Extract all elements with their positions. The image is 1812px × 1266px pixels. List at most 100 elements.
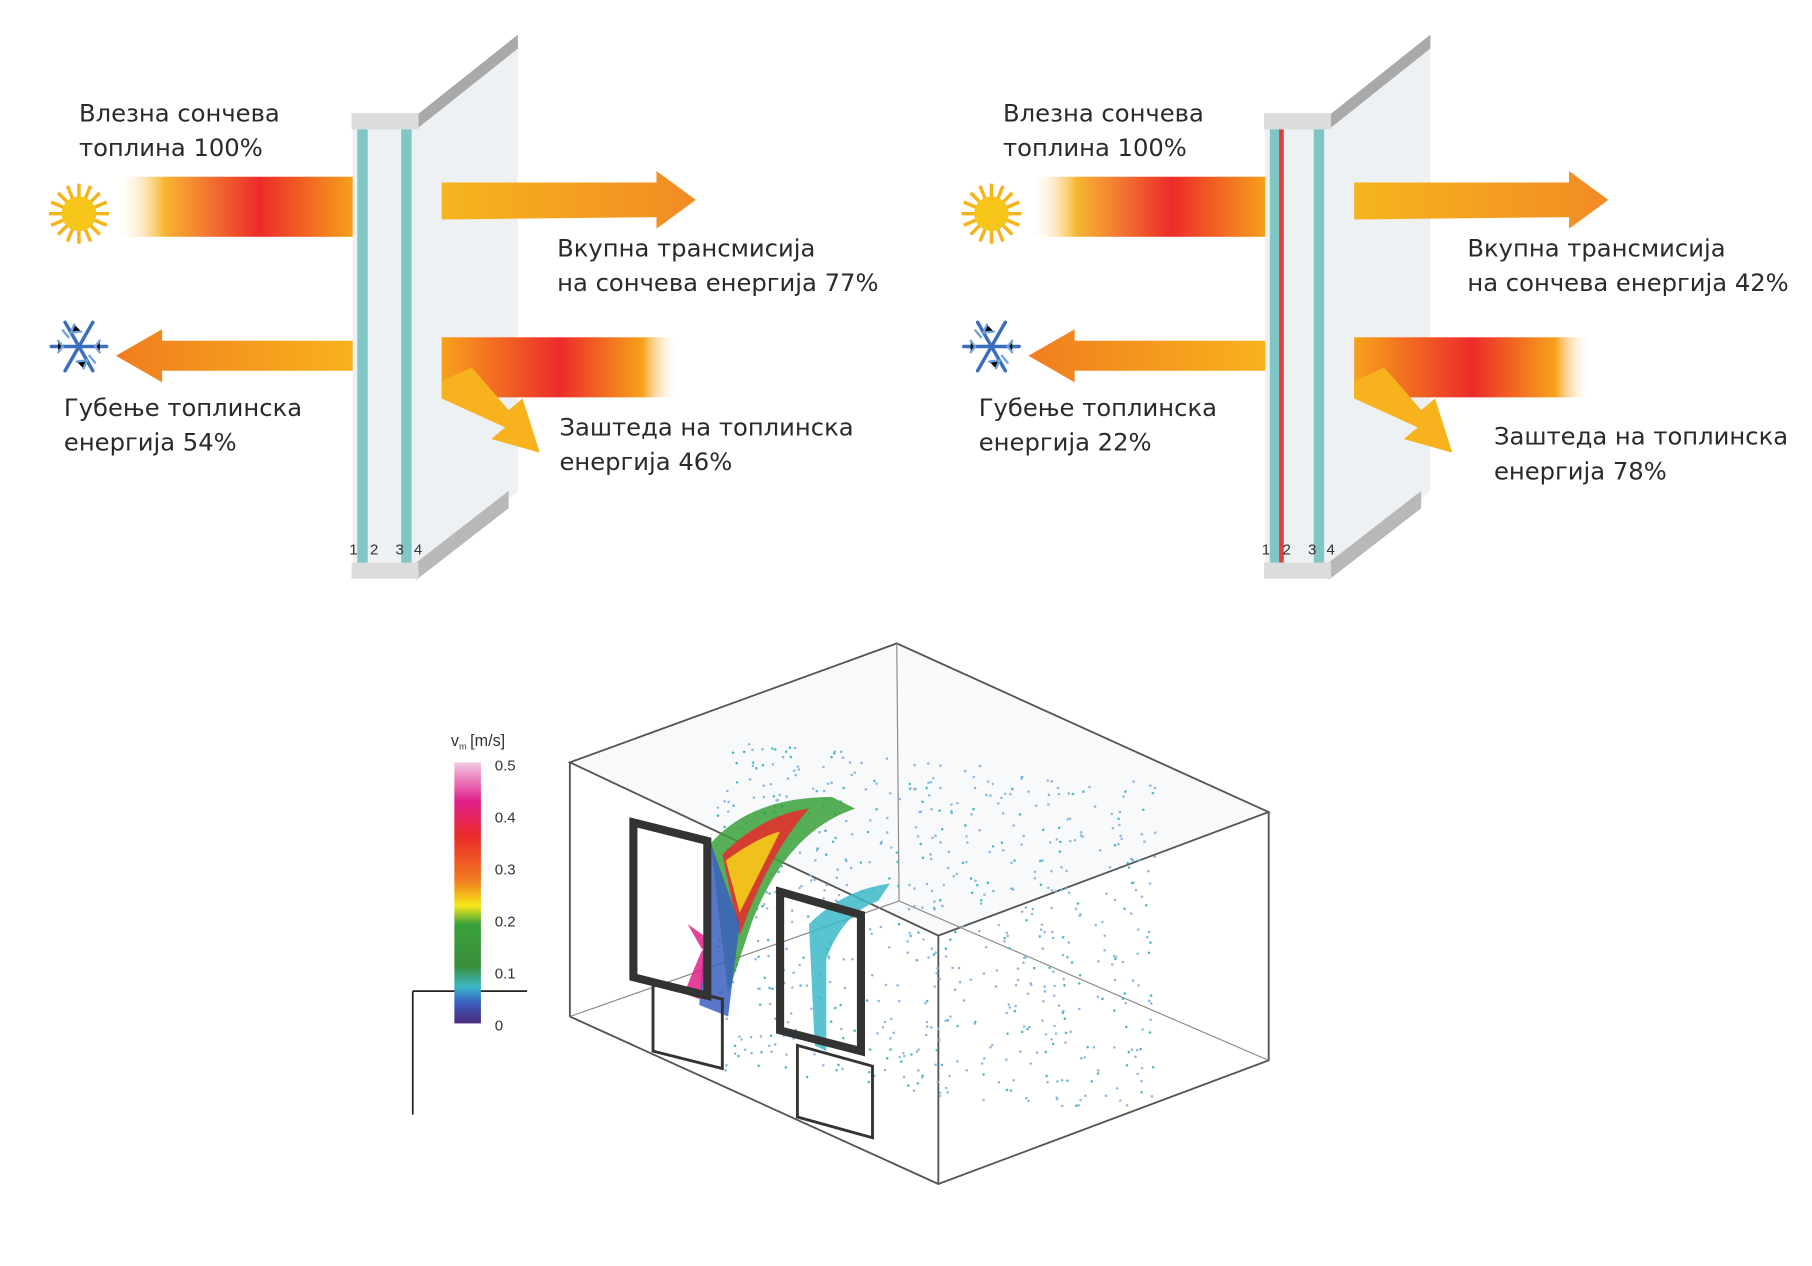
- flow-particle: [822, 897, 825, 900]
- flow-particle: [851, 957, 854, 961]
- flow-particle: [989, 1045, 992, 1049]
- incoming-heat-label: Влезна сончева: [1003, 98, 1204, 127]
- flow-particle: [777, 870, 780, 874]
- flow-particle: [951, 966, 954, 970]
- flow-particle: [917, 931, 920, 934]
- flow-particle: [840, 1027, 843, 1031]
- flow-particle: [1042, 999, 1045, 1003]
- flow-particle: [1053, 1024, 1056, 1028]
- flow-particle: [1030, 912, 1034, 916]
- heat-saving-arrow: [1354, 367, 1453, 453]
- flow-particle: [1139, 1047, 1142, 1051]
- flow-particle: [1066, 955, 1069, 959]
- flow-particle: [772, 794, 776, 798]
- flow-particle: [807, 915, 810, 918]
- flow-particle: [778, 793, 782, 797]
- flow-particle: [761, 747, 764, 751]
- flow-particle: [1117, 843, 1120, 846]
- flow-particle: [1066, 1079, 1069, 1082]
- flow-particle: [1130, 881, 1134, 885]
- flow-particle: [896, 984, 899, 987]
- flow-particle: [867, 1080, 871, 1084]
- flow-particle: [716, 806, 720, 809]
- flow-particle: [752, 796, 756, 799]
- flow-particle: [754, 957, 757, 961]
- flow-particle: [859, 861, 863, 864]
- flow-particle: [1061, 936, 1065, 939]
- incoming-heat-label: Влезна сончева: [79, 98, 280, 127]
- heat-saving-label: енергија 46%: [559, 447, 732, 476]
- flow-particle: [751, 761, 755, 764]
- flow-particle: [956, 1060, 959, 1063]
- flow-particle: [1009, 1089, 1013, 1092]
- flow-particle: [978, 828, 981, 832]
- flow-particle: [814, 859, 817, 862]
- flow-particle: [813, 1053, 816, 1056]
- flow-particle: [916, 835, 920, 838]
- flow-particle: [887, 946, 891, 949]
- flow-particle: [1050, 906, 1053, 910]
- flow-particle: [1010, 861, 1013, 865]
- spacer-top: [1264, 113, 1332, 130]
- flow-particle: [1132, 780, 1135, 783]
- flow-particle: [1078, 914, 1082, 918]
- flow-particle: [1149, 994, 1153, 997]
- flow-particle: [835, 876, 839, 880]
- flow-particle: [1049, 841, 1052, 844]
- flow-particle: [1056, 1080, 1059, 1083]
- flow-particle: [979, 899, 983, 902]
- flow-particle: [997, 1080, 1001, 1084]
- flow-particle: [1052, 970, 1055, 973]
- flow-particle: [1064, 1041, 1067, 1044]
- flow-particle: [771, 763, 775, 766]
- flow-particle: [865, 999, 869, 1002]
- flow-particle: [956, 801, 959, 805]
- flow-particle: [1115, 1087, 1119, 1090]
- flow-particle: [1007, 1003, 1011, 1006]
- legend-title: vm [m/s]: [451, 732, 505, 751]
- flow-particle: [1143, 840, 1146, 843]
- flow-particle: [845, 819, 848, 823]
- flow-particle: [823, 888, 826, 892]
- heat-loss-arrow: [115, 329, 353, 383]
- flow-particle: [1119, 1099, 1122, 1102]
- flow-particle: [965, 835, 968, 838]
- flow-particle: [970, 891, 974, 895]
- flow-particle: [765, 907, 769, 910]
- flow-particle: [930, 947, 934, 950]
- flow-particle: [1150, 1002, 1153, 1005]
- flow-particle: [939, 764, 942, 767]
- flow-particle: [873, 779, 876, 783]
- flow-particle: [809, 879, 813, 882]
- flow-particle: [1125, 1063, 1129, 1067]
- flow-particle: [917, 1069, 920, 1072]
- flow-particle: [1005, 1011, 1008, 1015]
- flow-particle: [1008, 946, 1011, 950]
- flow-particle: [1054, 889, 1058, 893]
- flow-particle: [994, 985, 998, 988]
- flow-particle: [962, 999, 966, 1002]
- flow-particle: [1103, 934, 1106, 938]
- flow-particle: [828, 980, 832, 984]
- flow-particle: [1046, 779, 1050, 782]
- low-e-coating: [1279, 129, 1284, 563]
- flow-particle: [1140, 1079, 1143, 1083]
- flow-particle: [1059, 840, 1062, 844]
- surface-number: 4: [1326, 541, 1334, 558]
- flow-particle: [1096, 1069, 1100, 1072]
- flow-particle: [897, 884, 900, 888]
- flow-particle: [802, 956, 805, 959]
- flow-particle: [944, 1019, 947, 1023]
- flow-particle: [785, 795, 788, 798]
- flow-particle: [725, 1063, 728, 1067]
- flow-particle: [1051, 936, 1055, 940]
- flow-particle: [767, 954, 770, 958]
- flow-particle: [946, 866, 950, 870]
- flow-particle: [930, 807, 933, 811]
- flow-particle: [737, 1054, 740, 1058]
- flow-particle: [784, 1066, 788, 1069]
- flow-particle: [748, 778, 752, 781]
- sun-icon: [47, 181, 111, 246]
- flow-particle: [970, 813, 973, 816]
- flow-particle: [1108, 865, 1112, 869]
